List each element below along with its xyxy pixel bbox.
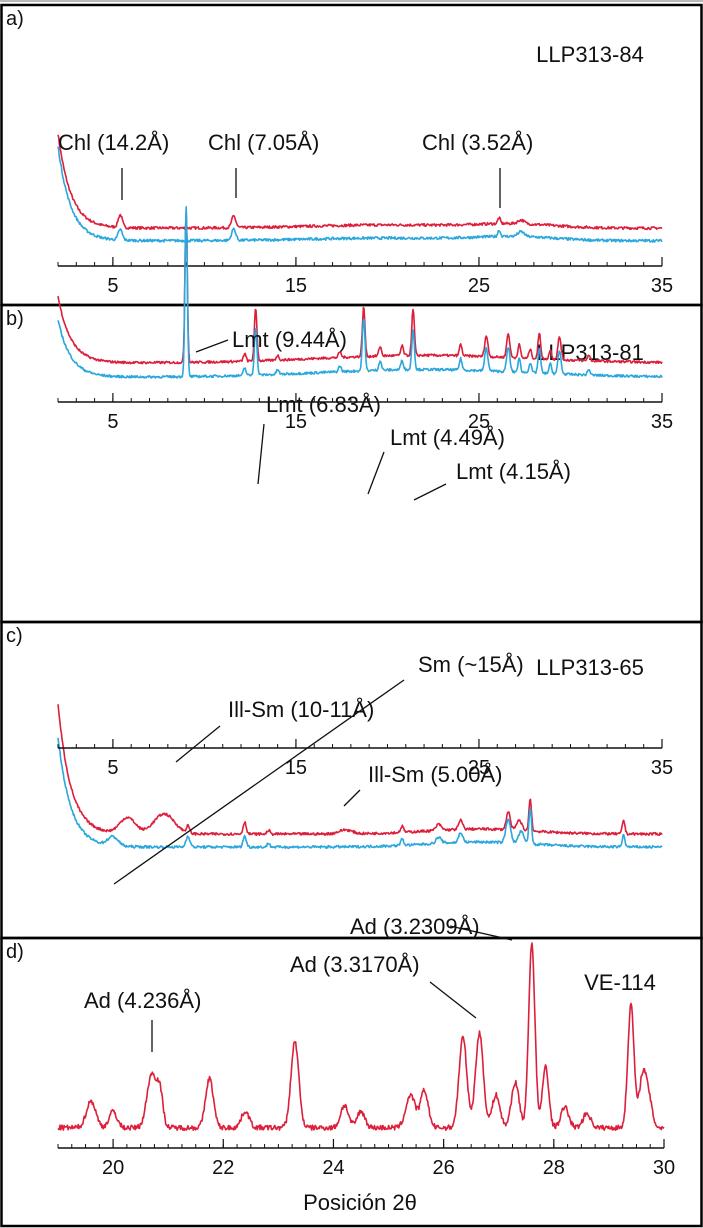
annotation-leader — [195, 339, 229, 353]
tick-label: 24 — [322, 1157, 344, 1179]
annotation-leader — [257, 423, 265, 485]
peak-annotation: Chl (3.52Å) — [422, 130, 533, 155]
tick-label: 25 — [468, 411, 490, 433]
tick-label: 30 — [653, 1157, 675, 1179]
series-line-red — [57, 942, 665, 1131]
peak-annotation: Ad (4.236Å) — [84, 988, 201, 1013]
peak-annotation: Lmt (6.83Å) — [266, 392, 381, 417]
annotation-leader — [367, 451, 385, 495]
sample-label: LLP313-84 — [536, 42, 644, 67]
tick-label: 5 — [107, 275, 118, 297]
annotation-leader — [449, 925, 513, 941]
tick-label: 35 — [651, 411, 673, 433]
tick-label: 35 — [651, 275, 673, 297]
series-line-red — [57, 704, 663, 836]
peak-annotation: Lmt (9.44Å) — [232, 327, 347, 352]
peak-annotation: Ill-Sm (10-11Å) — [228, 697, 374, 722]
tick-label: 15 — [285, 275, 307, 297]
peak-annotation: Sm (~15Å) — [418, 652, 524, 677]
peak-annotation: Lmt (4.49Å) — [390, 425, 505, 450]
peak-annotation: Lmt (4.15Å) — [456, 459, 571, 484]
peak-annotation: Chl (7.05Å) — [208, 130, 319, 155]
peak-annotation: Ill-Sm (5.00Å) — [368, 762, 502, 787]
panel-1: a) LLP313-84 5 15 25 35 Chl (14.2Å) Chl (7.05Å)… — [0, 3, 703, 307]
sample-label: VE-114 — [584, 970, 656, 995]
panel-4: d) VE-114 20 22 24 26 28 30 Posición 2θ Ad (4.236… — [0, 914, 703, 1228]
annotation-leader — [413, 483, 447, 501]
peak-annotation: Ad (3.2309Å) — [350, 914, 480, 939]
panel-3: c) LLP313-65 5 15 25 35 Sm (~15Å) Ill-Sm (10-11… — [0, 620, 703, 940]
tick-label: 22 — [212, 1157, 234, 1179]
panel-letter: b) — [6, 308, 24, 330]
series-line-blue — [57, 206, 663, 379]
series-line-red — [57, 134, 663, 231]
tick-label: 20 — [102, 1157, 124, 1179]
tick-label: 25 — [468, 275, 490, 297]
tick-label: 5 — [107, 411, 118, 433]
annotation-leader — [113, 679, 405, 885]
panel-letter: d) — [6, 941, 24, 963]
series-line-blue — [57, 737, 663, 849]
tick-label: 15 — [285, 757, 307, 779]
tick-label: 35 — [651, 757, 673, 779]
panel-letter: c) — [6, 625, 23, 647]
top-divider — [0, 0, 703, 2]
tick-label: 28 — [543, 1157, 565, 1179]
annotation-leader — [175, 725, 221, 763]
x-axis-title: Posición 2θ — [303, 1190, 417, 1215]
annotation-leader — [429, 981, 477, 1019]
panel-letter: a) — [6, 8, 24, 30]
tick-label: 26 — [433, 1157, 455, 1179]
peak-annotation: Chl (14.2Å) — [58, 130, 169, 155]
tick-label: 15 — [285, 411, 307, 433]
tick-label: 5 — [107, 757, 118, 779]
tick-label: 25 — [468, 757, 490, 779]
peak-annotation: Ad (3.3170Å) — [290, 952, 420, 977]
series-line-red — [57, 210, 663, 365]
annotation-leader — [343, 789, 361, 807]
sample-label: LLP313-65 — [536, 655, 644, 680]
panel-frame — [0, 936, 703, 1228]
series-line-blue — [57, 146, 663, 243]
